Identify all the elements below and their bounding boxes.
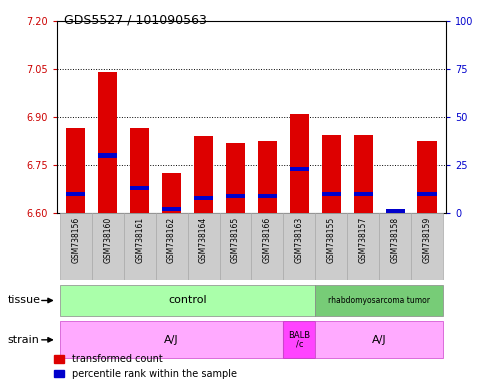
Text: GSM738155: GSM738155	[327, 217, 336, 263]
Bar	[194, 136, 213, 213]
Text: BALB
/c: BALB /c	[288, 331, 311, 349]
Text: GSM738158: GSM738158	[390, 217, 400, 263]
Text: GSM738160: GSM738160	[103, 217, 112, 263]
Bar	[386, 209, 405, 213]
Bar	[156, 213, 187, 280]
Text: GSM738166: GSM738166	[263, 217, 272, 263]
Text: GDS5527 / 101090563: GDS5527 / 101090563	[64, 13, 207, 26]
Bar	[283, 321, 316, 358]
Bar	[60, 321, 283, 358]
Legend: transformed count, percentile rank within the sample: transformed count, percentile rank withi…	[54, 354, 237, 379]
Bar	[316, 321, 443, 358]
Bar	[219, 213, 251, 280]
Bar	[66, 192, 85, 196]
Bar	[379, 213, 411, 280]
Text: rhabdomyosarcoma tumor: rhabdomyosarcoma tumor	[328, 296, 430, 305]
Bar	[130, 186, 149, 190]
Bar	[316, 285, 443, 316]
Text: GSM738162: GSM738162	[167, 217, 176, 263]
Bar	[162, 173, 181, 213]
Text: control: control	[168, 295, 207, 306]
Bar	[60, 285, 316, 316]
Bar	[418, 141, 437, 213]
Text: GSM738156: GSM738156	[71, 217, 80, 263]
Bar	[316, 213, 347, 280]
Bar	[98, 153, 117, 158]
Bar	[124, 213, 156, 280]
Text: strain: strain	[7, 335, 39, 345]
Text: GSM738157: GSM738157	[359, 217, 368, 263]
Bar	[226, 143, 245, 213]
Bar	[411, 213, 443, 280]
Bar	[98, 72, 117, 213]
Bar	[353, 192, 373, 196]
Text: GSM738159: GSM738159	[423, 217, 431, 263]
Bar	[187, 213, 219, 280]
Bar	[283, 213, 316, 280]
Bar	[258, 141, 277, 213]
Text: GSM738161: GSM738161	[135, 217, 144, 263]
Text: tissue: tissue	[7, 295, 40, 306]
Bar	[321, 192, 341, 196]
Bar	[290, 114, 309, 213]
Bar	[258, 194, 277, 198]
Bar	[418, 192, 437, 196]
Text: GSM738164: GSM738164	[199, 217, 208, 263]
Bar	[194, 195, 213, 200]
Bar	[60, 213, 92, 280]
Bar	[321, 135, 341, 213]
Text: A/J: A/J	[372, 335, 387, 345]
Bar	[290, 167, 309, 171]
Bar	[66, 128, 85, 213]
Bar	[251, 213, 283, 280]
Bar	[162, 207, 181, 211]
Bar	[92, 213, 124, 280]
Bar	[226, 194, 245, 198]
Bar	[347, 213, 379, 280]
Text: GSM738163: GSM738163	[295, 217, 304, 263]
Text: A/J: A/J	[164, 335, 179, 345]
Text: GSM738165: GSM738165	[231, 217, 240, 263]
Bar	[130, 128, 149, 213]
Bar	[353, 135, 373, 213]
